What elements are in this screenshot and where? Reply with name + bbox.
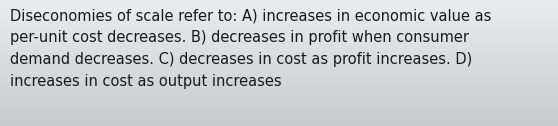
Text: Diseconomies of scale refer to: A) increases in economic value as
per-unit cost : Diseconomies of scale refer to: A) incre… <box>10 9 492 89</box>
